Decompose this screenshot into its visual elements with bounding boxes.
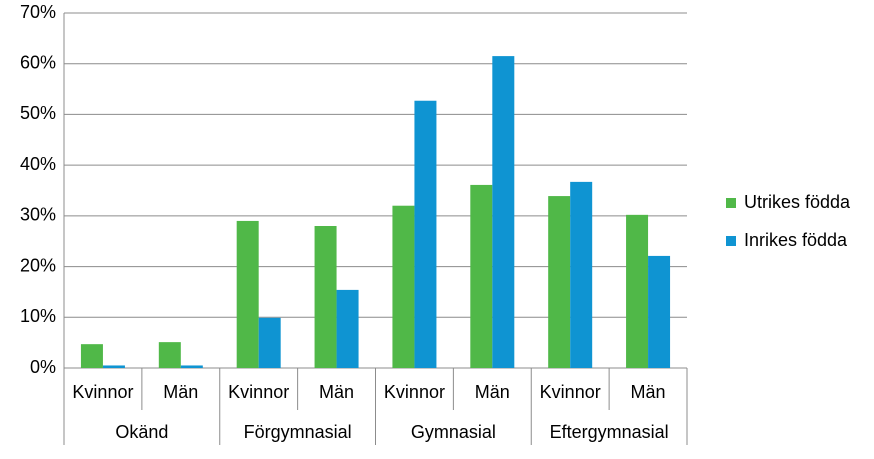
- bar: [392, 205, 415, 368]
- y-tick-label: 10%: [20, 306, 56, 326]
- x-tick-label: Kvinnor: [72, 382, 133, 402]
- x-tick-label: Män: [475, 382, 510, 402]
- bar: [258, 317, 281, 368]
- bar: [470, 184, 493, 368]
- x-tick-label: Män: [631, 382, 666, 402]
- bar: [236, 220, 259, 368]
- bar: [314, 226, 337, 368]
- bar: [80, 344, 103, 368]
- x-tick-label: Kvinnor: [228, 382, 289, 402]
- x-tick-label: Män: [319, 382, 354, 402]
- x-tick-label: Kvinnor: [540, 382, 601, 402]
- group-label: Eftergymnasial: [550, 422, 669, 442]
- bar: [648, 255, 671, 368]
- bar: [570, 181, 593, 368]
- bar: [414, 100, 437, 368]
- y-tick-label: 40%: [20, 154, 56, 174]
- y-tick-label: 60%: [20, 52, 56, 72]
- legend-label: Inrikes födda: [744, 230, 848, 250]
- bar: [102, 365, 125, 368]
- bar: [158, 342, 181, 368]
- bar: [492, 56, 515, 368]
- bar: [626, 214, 649, 368]
- legend-label: Utrikes födda: [744, 192, 851, 212]
- legend-swatch: [726, 236, 736, 246]
- legend-swatch: [726, 198, 736, 208]
- x-tick-label: Män: [163, 382, 198, 402]
- bar: [336, 289, 359, 368]
- y-tick-label: 20%: [20, 255, 56, 275]
- group-label: Gymnasial: [411, 422, 496, 442]
- group-label: Förgymnasial: [244, 422, 352, 442]
- x-tick-label: Kvinnor: [384, 382, 445, 402]
- group-label: Okänd: [115, 422, 168, 442]
- y-tick-label: 50%: [20, 103, 56, 123]
- bar: [548, 196, 571, 368]
- y-tick-label: 30%: [20, 205, 56, 225]
- y-tick-label: 70%: [20, 2, 56, 22]
- bar: [180, 365, 203, 368]
- y-tick-label: 0%: [30, 357, 56, 377]
